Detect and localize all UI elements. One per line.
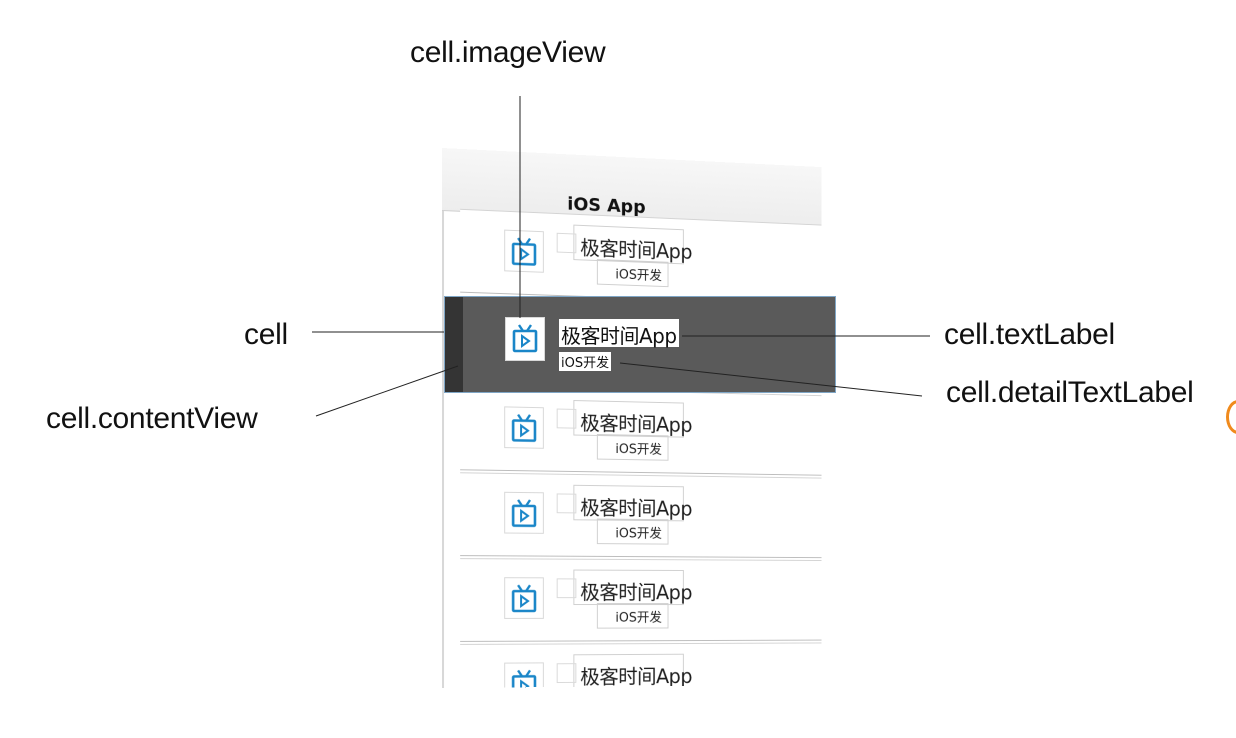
table-row[interactable]: 极客时间App iOS开发 bbox=[460, 208, 822, 306]
table-row[interactable]: 极客时间App iOS开发 bbox=[460, 472, 822, 559]
row-text-label-box: 极客时间App bbox=[573, 653, 692, 688]
table-view-wrapper: iOS App 极客时间App iOS开发 极客时间App iOS开发 极客时间… bbox=[442, 148, 834, 688]
row-text-label: 极客时间App bbox=[580, 664, 693, 688]
row-text-label-box: 极客时间App bbox=[573, 484, 692, 522]
row-detail-label-box: iOS开发 bbox=[596, 686, 669, 688]
row-image-view bbox=[504, 229, 544, 273]
row-text-label: 极客时间App bbox=[580, 495, 693, 521]
tv-play-icon bbox=[511, 667, 537, 688]
label-detail-text-label: cell.detailTextLabel bbox=[946, 376, 1194, 409]
tv-play-icon bbox=[512, 324, 538, 353]
tv-play-icon bbox=[511, 582, 537, 614]
tv-play-icon bbox=[511, 497, 537, 529]
cell-edge bbox=[445, 297, 463, 392]
tv-play-icon bbox=[511, 235, 537, 268]
row-detail-label-box: iOS开发 bbox=[596, 603, 669, 629]
row-image-view bbox=[504, 491, 544, 534]
row-detail-label-box: iOS开发 bbox=[596, 433, 669, 461]
highlighted-cell[interactable]: 极客时间App iOS开发 bbox=[444, 296, 836, 393]
row-detail-label-box: iOS开发 bbox=[596, 259, 669, 288]
table-row[interactable]: 极客时间App iOS开发 bbox=[460, 386, 822, 476]
row-image-view bbox=[504, 577, 544, 619]
table-row[interactable]: 极客时间App iOS开发 bbox=[460, 558, 822, 642]
table-row[interactable]: 极客时间App iOS开发 bbox=[460, 642, 822, 688]
label-text-label: cell.textLabel bbox=[944, 318, 1115, 351]
row-detail-label-box: iOS开发 bbox=[596, 518, 669, 545]
table-edge bbox=[442, 148, 445, 688]
cell-text-label: 极客时间App bbox=[561, 324, 677, 348]
label-cell: cell bbox=[244, 318, 288, 351]
leader-line-content-view bbox=[315, 365, 459, 417]
cell-text-label-box: 极客时间App bbox=[559, 319, 679, 348]
orange-circle-mark bbox=[1226, 400, 1236, 434]
row-image-view bbox=[504, 406, 544, 449]
cell-detail-label: iOS开发 bbox=[561, 356, 610, 371]
row-detail-label: iOS开发 bbox=[615, 610, 662, 626]
label-image-view: cell.imageView bbox=[410, 36, 606, 69]
row-image-view bbox=[504, 662, 544, 688]
cell-image-view bbox=[505, 317, 545, 361]
row-detail-label: iOS开发 bbox=[615, 267, 662, 284]
cell-detail-label-box: iOS开发 bbox=[559, 352, 612, 371]
row-text-label-box: 极客时间App bbox=[573, 569, 692, 606]
row-text-label: 极客时间App bbox=[580, 580, 693, 605]
row-text-label-box: 极客时间App bbox=[573, 400, 692, 438]
tv-play-icon bbox=[511, 411, 537, 443]
label-content-view: cell.contentView bbox=[46, 402, 258, 435]
table-view: iOS App 极客时间App iOS开发 极客时间App iOS开发 极客时间… bbox=[442, 148, 822, 688]
row-detail-label: iOS开发 bbox=[615, 442, 662, 458]
row-text-label-box: 极客时间App bbox=[573, 224, 692, 265]
row-detail-label: iOS开发 bbox=[615, 526, 662, 542]
